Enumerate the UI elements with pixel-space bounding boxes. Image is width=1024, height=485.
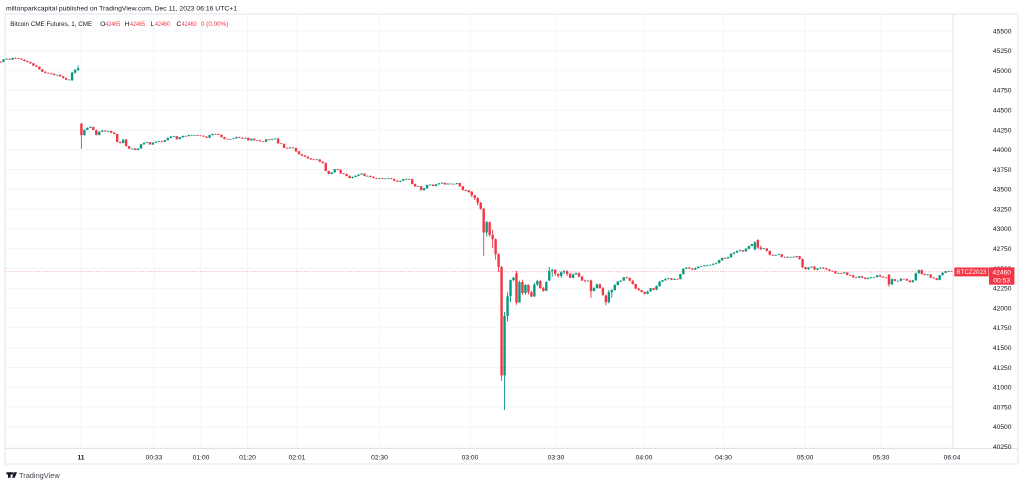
svg-text:02:30: 02:30 [371, 455, 388, 462]
svg-text:02:01: 02:01 [289, 455, 306, 462]
svg-text:Bitcoin CME Futures, 1, CME: Bitcoin CME Futures, 1, CME [10, 21, 92, 28]
svg-text:40500: 40500 [993, 424, 1012, 431]
svg-text:43250: 43250 [993, 206, 1012, 213]
svg-text:00:53: 00:53 [993, 278, 1010, 285]
svg-text:01:20: 01:20 [239, 455, 256, 462]
svg-text:01:00: 01:00 [193, 455, 210, 462]
svg-text:L: L [151, 21, 155, 28]
svg-text:03:30: 03:30 [548, 455, 565, 462]
svg-text:42460: 42460 [155, 21, 170, 28]
svg-text:41000: 41000 [993, 385, 1012, 392]
svg-text:42465: 42465 [105, 21, 120, 28]
svg-text:42250: 42250 [993, 286, 1012, 293]
svg-text:43500: 43500 [993, 187, 1012, 194]
svg-text:42750: 42750 [993, 246, 1012, 253]
svg-text:44750: 44750 [993, 88, 1012, 95]
svg-text:0 (0.00%): 0 (0.00%) [201, 21, 228, 28]
svg-text:H: H [125, 21, 130, 28]
svg-text:00:33: 00:33 [146, 455, 163, 462]
svg-text:43000: 43000 [993, 226, 1012, 233]
svg-text:41250: 41250 [993, 365, 1012, 372]
svg-text:43750: 43750 [993, 167, 1012, 174]
svg-text:42460: 42460 [992, 270, 1011, 277]
svg-text:45500: 45500 [993, 28, 1012, 35]
svg-text:41750: 41750 [993, 325, 1012, 332]
svg-text:42460: 42460 [182, 21, 197, 28]
svg-text:40750: 40750 [993, 404, 1012, 411]
svg-text:44250: 44250 [993, 127, 1012, 134]
svg-text:44000: 44000 [993, 147, 1012, 154]
svg-text:41500: 41500 [993, 345, 1012, 352]
svg-text:04:00: 04:00 [636, 455, 653, 462]
svg-text:45250: 45250 [993, 48, 1012, 55]
svg-text:11: 11 [77, 455, 84, 462]
svg-text:45000: 45000 [993, 68, 1012, 75]
svg-text:42000: 42000 [993, 305, 1012, 312]
svg-text:04:30: 04:30 [715, 455, 732, 462]
svg-text:06:04: 06:04 [944, 455, 961, 462]
svg-text:40250: 40250 [993, 444, 1012, 451]
svg-text:C: C [177, 21, 182, 28]
svg-text:05:00: 05:00 [797, 455, 814, 462]
svg-text:42465: 42465 [130, 21, 145, 28]
svg-text:03:00: 03:00 [462, 455, 479, 462]
svg-text:O: O [100, 21, 105, 28]
svg-text:miltonparkcapital published on: miltonparkcapital published on TradingVi… [6, 6, 237, 13]
svg-text:05:30: 05:30 [873, 455, 890, 462]
svg-text:44500: 44500 [993, 108, 1012, 115]
svg-text:BTCZ2023: BTCZ2023 [956, 269, 986, 276]
svg-text:TradingView: TradingView [19, 471, 60, 480]
